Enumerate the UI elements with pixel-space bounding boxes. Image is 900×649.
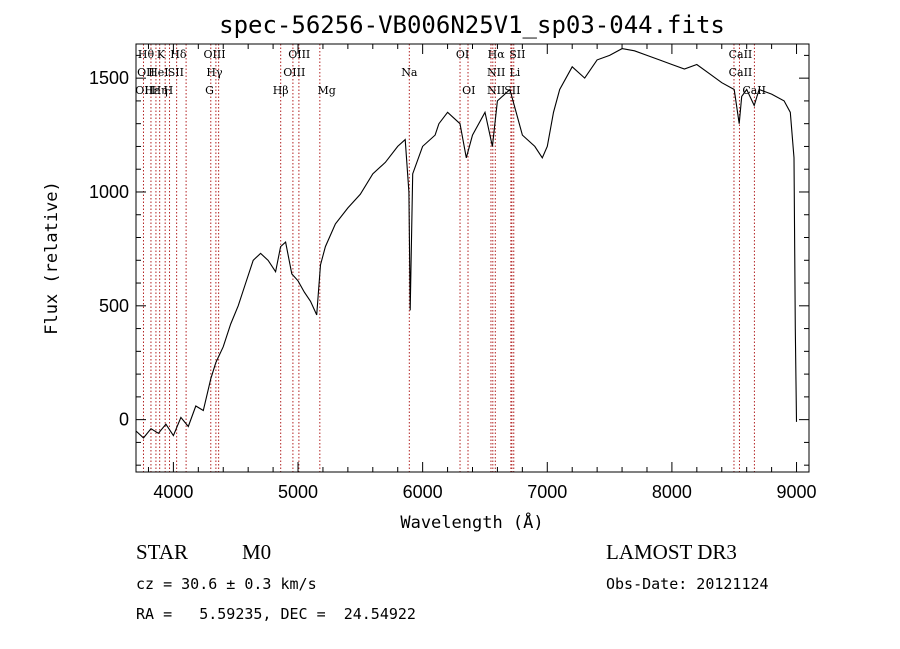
- object-subclass: M0: [242, 540, 271, 564]
- line-label-12: Hγ: [206, 66, 223, 79]
- redshift-cz: cz = 30.6 ± 0.3 km/s: [136, 575, 317, 593]
- line-label-6: Hα: [488, 48, 506, 61]
- line-label-18: OII: [135, 84, 153, 97]
- line-label-19: Hε: [145, 84, 161, 97]
- y-tick-label-2: 1000: [89, 182, 129, 202]
- line-label-22: G: [205, 84, 214, 97]
- line-label-15: NII: [487, 66, 505, 79]
- x-tick-label-5: 9000: [777, 482, 817, 502]
- line-label-7: SII: [509, 48, 525, 61]
- line-label-27: SII: [504, 84, 520, 97]
- line-label-17: CaII: [729, 66, 753, 79]
- line-label-4: OIII: [288, 48, 310, 61]
- y-axis-label: Flux (relative): [42, 181, 62, 335]
- line-label-11: SII: [168, 66, 184, 79]
- ra-dec-coordinates: RA = 5.59235, DEC = 24.54922: [136, 605, 416, 623]
- x-tick-label-4: 8000: [652, 482, 692, 502]
- line-label-0: Hθ: [138, 48, 155, 61]
- object-class: STAR: [136, 540, 188, 564]
- line-label-9: OII: [137, 66, 155, 79]
- line-label-20: Hη: [152, 84, 168, 97]
- line-label-14: Na: [401, 66, 418, 79]
- x-tick-label-3: 7000: [527, 482, 567, 502]
- emission-line-markers: [142, 44, 755, 472]
- spectrum-line: [135, 48, 798, 439]
- observation-date: Obs-Date: 20121124: [606, 575, 769, 593]
- line-label-25: OI: [462, 84, 475, 97]
- line-label-2: Hδ: [170, 48, 187, 61]
- line-label-26: NII: [487, 84, 505, 97]
- x-tick-label-1: 5000: [278, 482, 318, 502]
- y-tick-label-0: 0: [119, 410, 129, 430]
- y-tick-label-3: 1500: [89, 68, 129, 88]
- y-tick-label-1: 500: [99, 296, 129, 316]
- chart-title: spec-56256-VB006N25V1_sp03-044.fits: [219, 11, 725, 39]
- x-tick-label-0: 4000: [153, 482, 193, 502]
- line-label-21: H: [164, 84, 174, 97]
- x-axis-ticks: 4000 5000 6000 7000 8000 9000: [147, 44, 817, 502]
- line-label-13: OIII: [283, 66, 305, 79]
- line-label-16: Li: [509, 66, 520, 79]
- line-label-24: Mg: [318, 84, 336, 97]
- line-label-10: HeI: [148, 66, 168, 79]
- line-label-5: OI: [456, 48, 469, 61]
- line-label-3: OIII: [203, 48, 225, 61]
- line-label-8: CaII: [729, 48, 753, 61]
- x-axis-label: Wavelength (Å): [400, 511, 543, 533]
- x-tick-label-2: 6000: [403, 482, 443, 502]
- survey-name: LAMOST DR3: [606, 540, 737, 564]
- line-label-1: K: [157, 48, 166, 61]
- y-axis-ticks: 0 500 1000 1500: [89, 54, 809, 466]
- plot-frame: [135, 43, 810, 473]
- line-label-23: Hβ: [273, 84, 289, 97]
